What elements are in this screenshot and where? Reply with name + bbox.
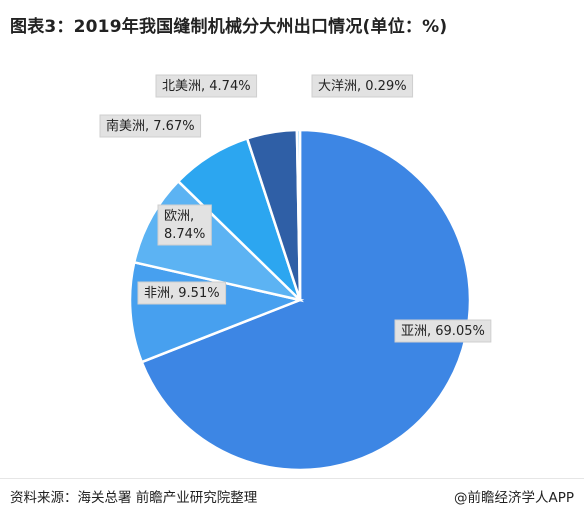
slice-label-亚洲: 亚洲, 69.05% <box>394 319 492 343</box>
pie-slice-大洋洲 <box>295 128 302 301</box>
slice-label-text: 非洲, 9.51% <box>144 286 220 301</box>
slice-label-text: 南美洲, 7.67% <box>106 118 195 134</box>
slice-label-text: 北美洲, 4.74% <box>162 79 251 94</box>
attribution: @前瞻经济学人APP <box>453 490 574 506</box>
source-note: 资料来源：海关总署 前瞻产业研究院整理 <box>10 490 258 506</box>
slice-label-text: 欧洲, <box>164 209 194 224</box>
chart-title: 图表3：2019年我国缝制机械分大州出口情况(单位：%) <box>10 17 448 37</box>
pie-labels: 亚洲, 69.05% 非洲, 9.51% 欧洲, 8.74% 南美洲, 7.67% 北美洲… <box>99 74 492 343</box>
slice-label-box <box>99 114 202 138</box>
slice-label-box <box>155 74 258 98</box>
slice-label-非洲: 非洲, 9.51% <box>137 281 227 305</box>
pie-slice-亚洲 <box>140 128 472 472</box>
footer-divider <box>0 478 584 479</box>
slice-label-大洋洲: 大洋洲, 0.29% <box>311 74 414 98</box>
slice-label-text: 大洋洲, 0.29% <box>318 79 407 94</box>
slice-label-北美洲: 北美洲, 4.74% <box>155 74 258 98</box>
slice-label-text: 8.74% <box>164 227 205 242</box>
slice-label-text: 亚洲, 69.05% <box>401 324 485 339</box>
slice-label-box <box>394 319 492 343</box>
slice-label-box <box>157 204 212 246</box>
slice-label-欧洲: 欧洲, 8.74% <box>157 204 212 246</box>
slice-label-南美洲: 南美洲, 7.67% <box>99 114 202 138</box>
slice-label-box <box>137 281 227 305</box>
slice-label-box <box>311 74 414 98</box>
